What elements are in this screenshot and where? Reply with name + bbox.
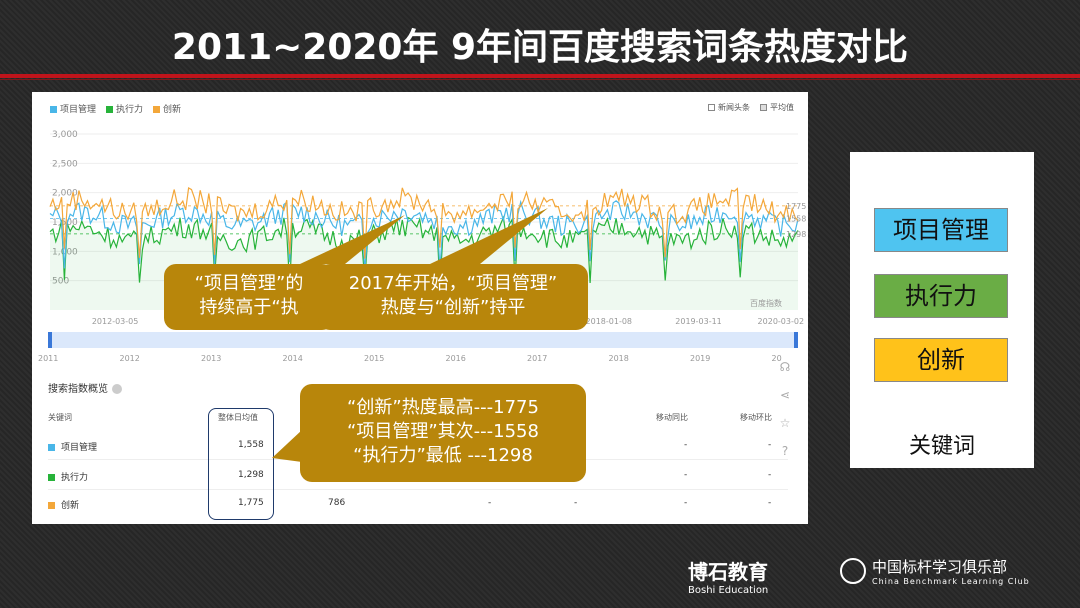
keyword-legend-panel: 项目管理 执行力 创新 关键词	[850, 152, 1034, 468]
y-tick-label: 2,000	[52, 189, 78, 199]
callout-ranking: “创新”热度最高---1775 “项目管理”其次---1558 “执行力”最低 …	[300, 384, 586, 482]
end-value-label: 1558	[786, 215, 806, 224]
keyword-innov: 创新	[874, 338, 1008, 382]
avg-highlight-box	[208, 408, 274, 520]
year-label: 20	[771, 354, 782, 363]
swatch	[48, 474, 55, 481]
title-underline	[0, 74, 1080, 78]
title-underline-thin	[0, 79, 1080, 80]
year-label: 2013	[201, 354, 222, 363]
year-label: 2011	[38, 354, 59, 363]
slide-title: 2011~2020年 9年间百度搜索词条热度对比	[171, 27, 909, 68]
year-label: 2015	[364, 354, 385, 363]
overview-section-title: 搜索指数概览	[48, 380, 122, 395]
news-checkbox[interactable]: 新闻头条	[708, 102, 750, 113]
legend-item-exec[interactable]: 执行力	[106, 102, 143, 115]
star-icon[interactable]: ☆	[779, 416, 791, 430]
y-tick-label: 2,500	[52, 159, 78, 169]
chart-options: 新闻头条 平均值	[708, 102, 794, 113]
share-icon[interactable]: ⋖	[779, 388, 791, 402]
x-tick-label: 2019-03-11	[675, 317, 722, 326]
y-tick-label: 1,500	[52, 218, 78, 228]
col-mom: 移动环比	[740, 413, 772, 422]
callout-pm-higher: “项目管理”的 持续高于“执	[164, 264, 334, 330]
year-label: 2014	[282, 354, 303, 363]
year-label: 2019	[690, 354, 711, 363]
y-tick-label: 500	[52, 277, 69, 287]
average-checkbox[interactable]: 平均值	[760, 102, 794, 113]
series-line	[49, 199, 799, 271]
swatch	[48, 502, 55, 509]
table-row: 创新 1,775 786 - - - -	[48, 490, 788, 518]
boshi-logo: 博石教育 Boshi Education	[688, 560, 769, 596]
end-value-label: 1298	[786, 230, 806, 239]
col-yoy: 移动同比	[656, 413, 688, 422]
keyword-caption: 关键词	[908, 434, 975, 459]
year-label: 2017	[527, 354, 548, 363]
question-icon[interactable]: ?	[781, 444, 789, 458]
year-label: 2018	[608, 354, 629, 363]
help-icon[interactable]	[112, 384, 122, 394]
series-line	[49, 187, 799, 259]
legend-item-innov[interactable]: 创新	[153, 102, 181, 115]
table-row: 执行力 1,298 - -	[48, 462, 788, 490]
keyword-pm: 项目管理	[874, 208, 1008, 252]
year-label: 2016	[445, 354, 466, 363]
x-tick-label: 2012-03-05	[92, 317, 139, 326]
swatch	[48, 444, 55, 451]
x-tick-label: 2020-03-02	[758, 317, 805, 326]
y-tick-label: 3,000	[52, 130, 78, 140]
callout-2017: 2017年开始，“项目管理” 热度与“创新”持平	[318, 264, 588, 330]
watermark: 百度指数	[750, 298, 782, 308]
side-toolbar: ☊ ⋖ ☆ ?	[774, 360, 796, 472]
chart-legend: 项目管理 执行力 创新	[50, 102, 181, 115]
end-value-label: 1775	[786, 202, 806, 211]
legend-item-pm[interactable]: 项目管理	[50, 102, 96, 115]
time-range-slider[interactable]	[48, 332, 798, 348]
year-axis: 2011 2012 2013 2014 2015 2016 2017 2018 2019 20	[38, 354, 798, 366]
col-avg: 整体日均值	[218, 413, 258, 422]
col-keyword: 关键词	[48, 413, 72, 422]
x-tick-label: 2018-01-08	[586, 317, 633, 326]
headset-icon[interactable]: ☊	[779, 360, 791, 374]
year-label: 2012	[119, 354, 140, 363]
club-logo: 中国标杆学习俱乐部 China Benchmark Learning Club	[840, 556, 1030, 586]
club-emblem-icon	[840, 558, 866, 584]
keyword-exec: 执行力	[874, 274, 1008, 318]
